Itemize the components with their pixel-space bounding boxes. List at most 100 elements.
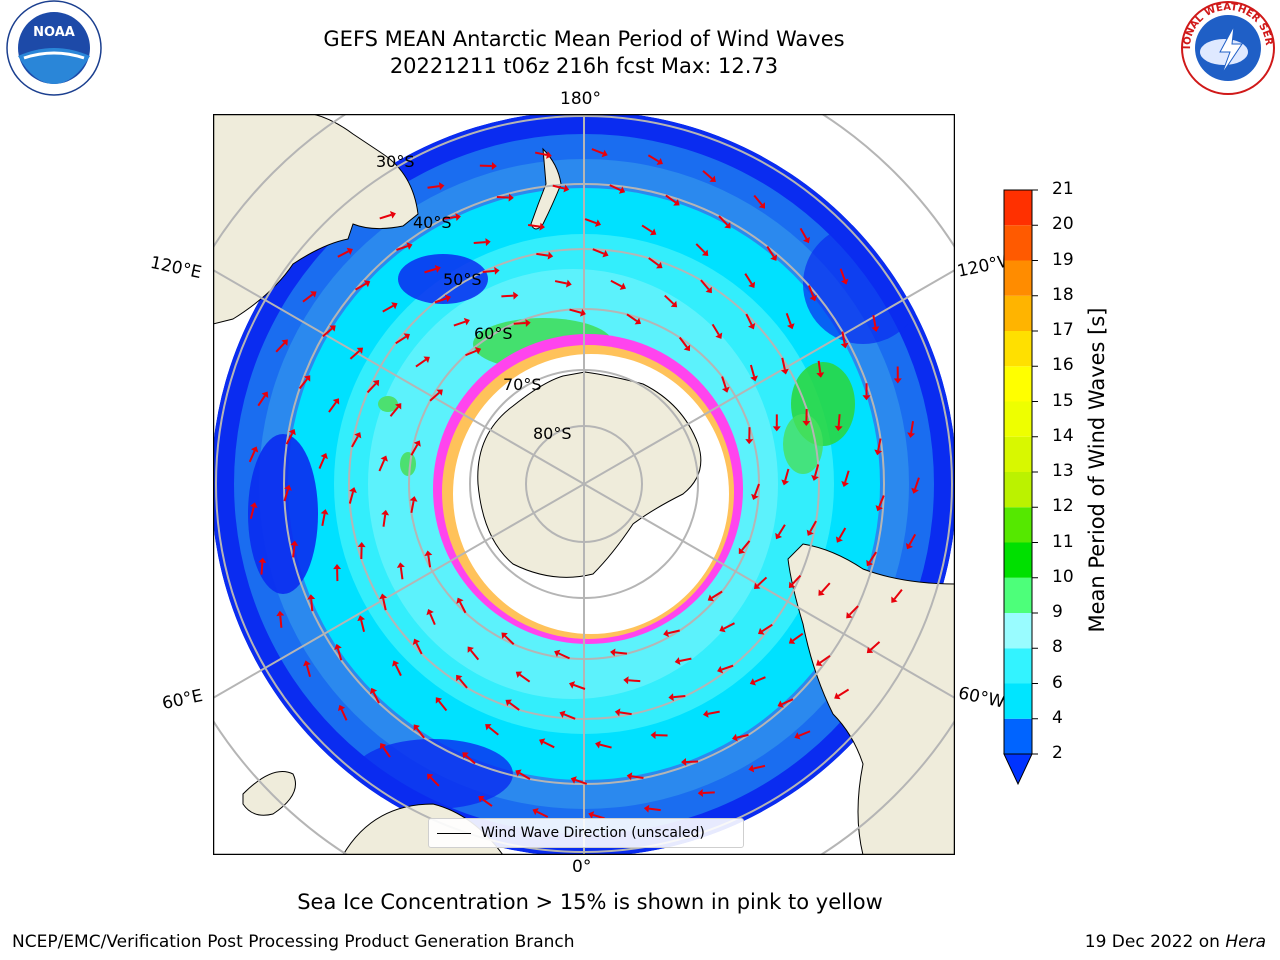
lat-label-70s: 70°S [503,375,542,394]
wind-wave-arrowhead [426,609,434,616]
wind-wave-arrowhead [681,757,687,766]
wind-wave-arrowhead [310,291,317,298]
wind-wave-arrowhead [697,789,703,798]
wind-wave-arrowhead [580,308,586,317]
wind-wave-arrowhead [346,247,353,255]
colorbar-extend [1003,753,1033,786]
wind-wave-arrowhead [423,356,430,363]
colorbar-cell [1004,401,1032,437]
wind-wave-arrowhead [462,752,469,759]
wind-wave-arrow [337,250,349,258]
wind-wave-arrowhead [426,773,434,781]
wind-wave-arrowhead [668,693,674,702]
wind-wave-arrowhead [715,332,723,339]
wind-wave-arrowhead [634,317,642,325]
wind-wave-arrow [753,194,763,206]
title-line-2: 20221211 t06z 216h fcst Max: 12.73 [389,54,779,78]
wind-wave-arrowhead [834,692,841,700]
wind-wave-arrowhead [334,643,342,650]
colorbar-tick-label: 19 [1052,249,1074,270]
lon-label-0: 0° [572,857,592,877]
wind-wave-arrowhead [907,432,916,438]
wind-wave-arrow [410,444,419,456]
wind-wave-arrow [908,533,917,546]
wind-wave-arrow [784,468,790,481]
wind-wave-arrowhead [276,610,285,617]
wind-wave-arrowhead [413,724,420,731]
wind-wave-arrowhead [478,795,485,803]
wind-wave-arrowhead [363,280,371,288]
colorbar-cell [1004,507,1032,543]
colorbar-tick-label: 21 [1052,179,1074,199]
wind-wave-arrowhead [626,772,633,781]
colorbar-tick-label: 10 [1052,566,1074,587]
wind-wave-arrowhead [356,347,364,354]
wind-wave-arrow [481,798,493,807]
wind-wave-arrowhead [709,175,716,182]
polar-map [213,114,955,855]
wind-wave-arrowhead [403,333,410,341]
wind-wave-arrowhead [748,323,756,330]
wind-wave-arrow [647,154,660,163]
lon-label-180: 180° [560,89,601,109]
wind-wave-arrowhead [288,428,296,436]
wind-wave-arrowhead [532,808,539,816]
wind-wave-arrowhead [389,211,396,219]
wind-wave-arrow [328,401,337,413]
wind-wave-arrow [298,378,308,390]
wind-wave-arrowhead [874,449,883,456]
lat-label-30s: 30°S [376,152,415,171]
wind-wave-arrowhead [547,251,554,260]
colorbar-title: Mean Period of Wind Waves [s] [1085,307,1109,633]
wind-wave-arrow [459,601,467,614]
colorbar-tick-label: 9 [1052,602,1063,622]
wind-wave-arrowhead [610,648,616,657]
wind-wave-arrowhead [357,542,366,548]
wind-wave-arrowhead [803,236,810,244]
wind-wave-arrow [781,698,794,706]
title-line-1: GEFS MEAN Antarctic Mean Period of Wind … [323,27,845,51]
wind-wave-arrow [791,574,802,585]
wind-wave-arrow [360,619,366,633]
wind-wave-arrow [554,280,568,285]
wind-wave-arrowhead [595,740,601,749]
wind-wave-arrow [395,335,407,345]
wind-wave-arrowhead [788,581,796,588]
legend-label: Wind Wave Direction (unscaled) [481,825,705,841]
wind-wave-arrow [754,676,766,683]
wind-wave-arrow [496,195,509,199]
lon-label-120e: 120°E [148,252,204,284]
wind-wave-arrow [817,360,822,373]
wind-wave-arrowhead [539,222,545,231]
wind-wave-arrowhead [840,278,849,285]
wind-wave-arrowhead [656,261,663,269]
wind-wave-arrowhead [357,615,366,622]
wind-wave-arrow [394,664,402,677]
colorbar-tick-label: 2 [1052,743,1063,763]
wind-wave-arrowhead [775,532,783,540]
wind-wave-arrowhead [369,687,378,695]
wind-wave-arrow [257,395,266,407]
wind-wave-arrow [648,807,661,812]
wind-wave-arrow [427,555,432,568]
wind-wave-arrowhead [588,811,595,819]
wind-wave-arrow [711,590,723,599]
wind-wave-arrow [667,629,680,635]
colorbar-cell [1004,542,1032,578]
wind-wave-arrowhead [701,249,709,257]
wind-wave-arrow [336,648,343,661]
wind-wave-arrow [575,779,588,785]
wind-wave-arrow [749,364,756,377]
colorbar-cell [1004,613,1032,649]
wind-wave-arrowhead [409,496,418,502]
wind-wave-arrow [563,713,576,720]
wind-wave-arrowhead [563,184,570,193]
wind-wave-arrow [396,245,409,251]
wind-wave-arrowhead [508,193,514,202]
antarctica-land [477,371,702,578]
wind-wave-arrowhead [862,395,871,401]
wind-wave-arrow [741,540,751,551]
wind-wave-arrow [753,483,760,496]
wind-wave-arrow [536,810,549,818]
wind-wave-arrow [837,414,841,427]
